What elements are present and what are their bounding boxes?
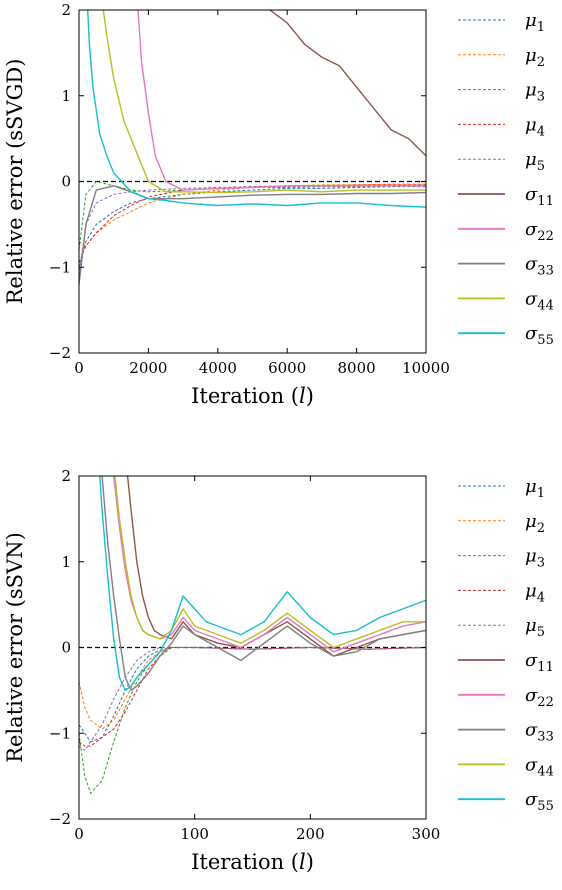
series-group [79,10,426,285]
series-line-3 [79,647,426,747]
x-axis-title: Iteration (l) [191,850,314,874]
x-tick-label: 0 [74,359,84,377]
legend-label-8: σ44 [525,288,554,313]
legend-label-7: σ33 [525,254,554,279]
legend-label-5: σ11 [525,184,554,209]
series-line-1 [79,647,426,730]
x-tick-label: 2000 [129,359,167,377]
y-tick-label: −2 [49,344,71,362]
series-line-9 [99,476,426,692]
series-line-8 [114,476,426,649]
legend-label-1: μ2 [525,45,545,70]
legend-label-2: μ3 [525,546,545,571]
y-tick-label: 1 [61,553,71,571]
panel-ssvgd: 0 2000 4000 6000 8000 10000 −2 −1 0 1 2 Iteration (… [3,1,554,408]
series-line-4 [79,647,426,751]
series-line-0 [79,186,426,268]
series-group [79,476,426,794]
legend-label-6: σ22 [525,219,554,244]
x-tick-label: 100 [180,825,209,843]
y-tick-label: 0 [61,639,71,657]
legend: μ1 μ2 μ3 μ4 μ5 σ11 σ22 σ33 σ44 σ55 [458,10,554,348]
legend-label-4: μ5 [525,615,545,640]
legend-label-9: σ55 [525,323,554,348]
y-tick-label: 0 [61,173,71,191]
y-tick-label: −1 [49,724,71,742]
series-line-9 [87,10,426,208]
x-tick-label: 0 [74,825,84,843]
y-tick-label: −2 [49,810,71,828]
x-axis-title: Iteration (l) [191,384,314,408]
x-tick-label: 200 [296,825,325,843]
legend-label-0: μ1 [525,476,545,501]
series-line-0 [79,647,426,743]
series-line-2 [79,181,426,251]
legend-label-2: μ3 [525,80,545,105]
legend-label-8: σ44 [525,754,554,779]
legend-label-7: σ33 [525,720,554,745]
legend-label-1: μ2 [525,511,545,536]
legend-label-4: μ5 [525,149,545,174]
x-tick-label: 8000 [338,359,376,377]
y-tick-label: 1 [61,87,71,105]
panel-ssvn: 0 100 200 300 −2 −1 0 1 2 Iteration (l) Relative e… [3,467,554,874]
series-line-6 [113,476,426,653]
legend-label-0: μ1 [525,10,545,35]
y-tick-label: 2 [61,1,71,19]
series-line-3 [79,184,426,264]
x-tick-label: 300 [412,825,441,843]
x-tick-label: 4000 [199,359,237,377]
legend-label-3: μ4 [525,580,545,605]
y-tick-label: −1 [49,258,71,276]
series-line-4 [79,185,426,276]
y-axis-title: Relative error (sSVGD) [3,59,27,305]
y-tick-label: 2 [61,467,71,485]
legend-label-6: σ22 [525,685,554,710]
series-line-7 [101,476,426,692]
legend: μ1 μ2 μ3 μ4 μ5 σ11 σ22 σ33 σ44 σ55 [458,476,554,814]
series-line-8 [102,10,426,194]
series-line-5 [126,476,426,657]
legend-label-3: μ4 [525,114,545,139]
series-line-5 [269,10,426,157]
series-line-7 [79,185,426,285]
y-axis-title: Relative error (sSVN) [3,532,27,763]
series-line-6 [137,10,426,191]
legend-label-5: σ11 [525,650,554,675]
x-tick-label: 6000 [268,359,306,377]
x-tick-label: 10000 [402,359,450,377]
legend-label-9: σ55 [525,789,554,814]
series-line-2 [79,647,426,794]
